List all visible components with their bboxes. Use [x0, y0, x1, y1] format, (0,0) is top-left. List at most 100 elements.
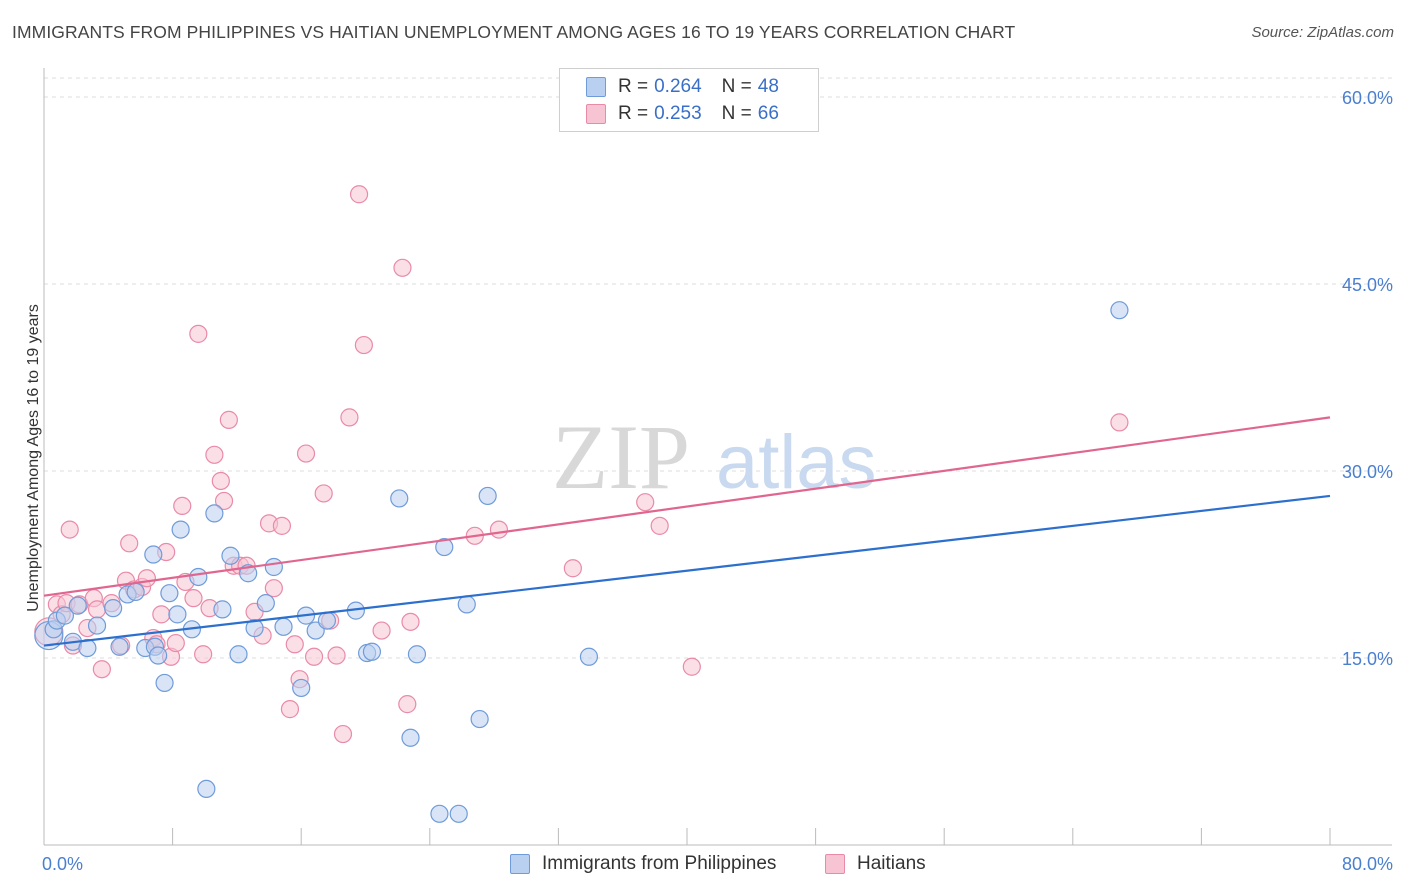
haitians-trend-line: [43, 416, 1331, 597]
x-tick-label: 0.0%: [42, 854, 83, 874]
philippines-point: [213, 600, 232, 619]
y-tick-label: 15.0%: [1342, 649, 1393, 669]
haitians-point: [211, 471, 230, 491]
haitians-point: [314, 484, 333, 503]
bottom-legend-label: Immigrants from Philippines: [542, 853, 777, 874]
philippines-points: [34, 301, 1129, 823]
philippines-point: [160, 584, 179, 603]
philippines-point: [168, 605, 187, 624]
philippines-point: [274, 617, 293, 636]
haitians-point: [184, 589, 203, 608]
haitians-point: [398, 695, 417, 714]
y-tick-label: 30.0%: [1342, 462, 1393, 482]
chart-title: IMMIGRANTS FROM PHILIPPINES VS HAITIAN U…: [12, 22, 1016, 42]
haitians-point: [285, 635, 304, 654]
haitians-point: [563, 559, 582, 578]
haitians-point: [280, 700, 300, 719]
haitians-point: [152, 605, 171, 624]
philippines-trend-line: [43, 494, 1331, 647]
philippines-point: [221, 546, 240, 565]
bottom-legend-swatch-pink: [825, 854, 845, 874]
legend-r-label: R =: [618, 76, 649, 97]
philippines-point: [229, 645, 248, 664]
haitians-point: [340, 408, 359, 427]
haitians-point: [333, 724, 353, 744]
philippines-point: [1110, 301, 1129, 320]
philippines-point: [470, 709, 489, 729]
legend-r-value: 0.264: [654, 76, 702, 97]
philippines-point: [144, 545, 163, 564]
haitians-point: [296, 444, 316, 463]
legend-n-value: 48: [757, 76, 779, 97]
philippines-point: [126, 582, 145, 602]
philippines-point: [155, 673, 174, 693]
source-label: Source: ZipAtlas.com: [1251, 24, 1394, 41]
philippines-point: [245, 618, 264, 638]
philippines-point: [292, 678, 311, 698]
philippines-point: [197, 779, 216, 799]
watermark: ZIP atlas: [552, 406, 877, 508]
y-tick-label: 60.0%: [1342, 88, 1393, 108]
philippines-point: [579, 647, 599, 666]
philippines-point: [264, 557, 283, 577]
philippines-point: [149, 646, 168, 665]
bottom-legend-philippines: Immigrants from Philippines: [510, 852, 776, 876]
y-tick-label: 45.0%: [1342, 275, 1393, 295]
philippines-point: [171, 520, 190, 539]
haitians-point: [194, 645, 213, 664]
haitians-point: [1110, 413, 1129, 432]
haitians-point: [137, 569, 156, 588]
haitians-point: [393, 258, 412, 277]
haitians-point: [120, 534, 139, 553]
legend-swatch-pink: [586, 104, 606, 124]
x-tick-label: 80.0%: [1342, 854, 1393, 874]
haitians-point: [327, 646, 346, 665]
philippines-point: [401, 728, 420, 747]
legend-swatch-blue: [586, 77, 606, 97]
legend: R = 0.264 N = 48 R = 0.253 N = 66: [559, 68, 819, 132]
haitians-point: [92, 660, 111, 679]
haitians-point: [304, 647, 324, 666]
y-axis-label: Unemployment Among Ages 16 to 19 years: [25, 304, 42, 612]
philippines-point: [390, 489, 409, 508]
haitians-point: [264, 579, 283, 598]
haitians-point: [166, 633, 185, 653]
haitians-point: [650, 516, 669, 535]
legend-row-philippines: R = 0.264 N = 48: [586, 75, 779, 99]
haitians-point: [372, 621, 391, 640]
philippines-point: [189, 567, 208, 587]
haitians-point: [189, 324, 208, 343]
philippines-point: [205, 504, 224, 523]
philippines-point: [110, 637, 129, 656]
haitians-point: [219, 410, 238, 429]
haitians-point: [60, 520, 79, 539]
philippines-point: [362, 642, 382, 661]
bottom-legend-haitians: Haitians: [825, 852, 926, 876]
haitians-point: [214, 491, 234, 511]
haitians-point: [173, 496, 192, 516]
watermark-zip: ZIP: [552, 406, 690, 508]
philippines-point: [449, 804, 468, 823]
trend-lines: [43, 416, 1331, 647]
philippines-point: [457, 595, 476, 614]
bottom-legend-label: Haitians: [857, 853, 926, 874]
haitians-point: [349, 185, 369, 204]
legend-n-label: N =: [721, 103, 752, 124]
philippines-point: [478, 486, 497, 506]
bottom-legend-swatch-blue: [510, 854, 530, 874]
haitians-point: [401, 612, 420, 631]
philippines-point: [104, 599, 123, 618]
philippines-point: [407, 645, 427, 664]
philippines-point: [256, 594, 275, 613]
haitians-point: [354, 335, 373, 355]
tick-labels: 15.0% 30.0% 45.0% 60.0% 0.0% 80.0%: [42, 88, 1393, 874]
legend-n-label: N =: [721, 76, 752, 97]
legend-n-value: 66: [757, 103, 779, 124]
axes: [43, 68, 1392, 846]
legend-r-label: R =: [618, 103, 649, 124]
philippines-point: [317, 611, 337, 630]
haitians-point: [636, 493, 655, 512]
philippines-point: [87, 616, 107, 635]
haitians-point: [682, 657, 701, 676]
philippines-point: [435, 537, 454, 557]
